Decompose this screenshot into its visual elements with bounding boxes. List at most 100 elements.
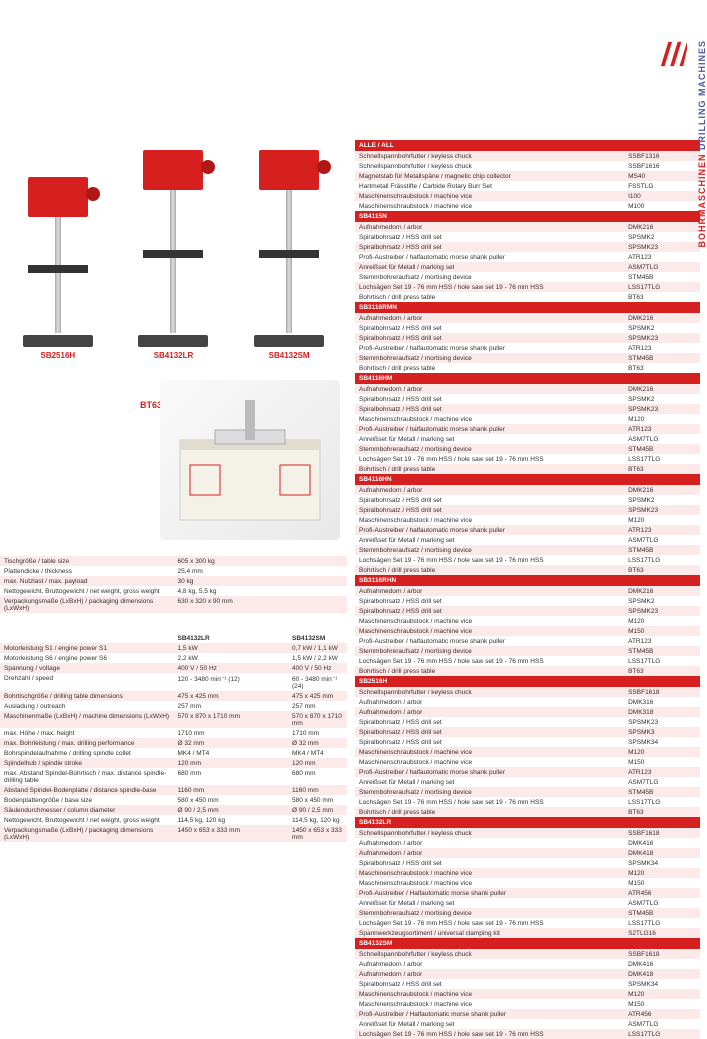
table-row: Aufnahmedorn / arborDMK316 — [355, 697, 700, 707]
section-header-cell: SB4115N — [355, 211, 700, 222]
table-cell: Lochsägen Set 19 - 76 mm HSS / hole saw … — [355, 797, 624, 807]
table-cell: M150 — [624, 626, 700, 636]
table-row: Anreißset für Metall / marking setASM7TL… — [355, 434, 700, 444]
table-row: Spiralbohrsatz / HSS drill setSPSMK34 — [355, 858, 700, 868]
table-cell: 0,7 kW / 1,1 kW — [288, 643, 347, 653]
table-cell: I100 — [624, 191, 700, 201]
table-cell: Bohrtisch / drill press table — [355, 292, 624, 302]
table-row: Verpackungsmaße (LxBxH) / packaging dime… — [0, 596, 347, 613]
section-header-row: SB3116RMN — [355, 302, 700, 313]
table-cell: 1450 x 653 x 333 mm — [174, 825, 289, 842]
table-cell: BT63 — [624, 666, 700, 676]
table-cell: Spiralbohrsatz / HSS drill set — [355, 232, 624, 242]
table-cell: Aufnahmedorn / arbor — [355, 707, 624, 717]
table-cell: 30 kg — [174, 576, 348, 586]
table-cell: Anreißset für Metall / marking set — [355, 777, 624, 787]
table-cell: STM45B — [624, 646, 700, 656]
table-cell: 2,2 kW — [174, 653, 289, 663]
table-row: Lochsägen Set 19 - 76 mm HSS / hole saw … — [355, 454, 700, 464]
table-cell: Abstand Spindel-Bodenplatte / distance s… — [0, 785, 174, 795]
table-cell: DMK318 — [624, 707, 700, 717]
table-cell: Anreißset für Metall / marking set — [355, 898, 624, 908]
table-cell: 120 mm — [174, 758, 289, 768]
table-cell: ATR456 — [624, 1009, 700, 1019]
table-cell: Maschinenschraubstock / machine vice — [355, 757, 624, 767]
table-cell: Plattendicke / thickness — [0, 566, 174, 576]
table-row: Bohrtisch / drill press tableBT63 — [355, 807, 700, 817]
table-row: Aufnahmedorn / arborDMK216 — [355, 586, 700, 596]
table-row: Spiralbohrsatz / HSS drill setSPSMK23 — [355, 404, 700, 414]
table-row: Plattendicke / thickness25,4 mm — [0, 566, 347, 576]
table-row: Spiralbohrsatz / HSS drill setSPSMK23 — [355, 505, 700, 515]
table-cell: 630 x 320 x 90 mm — [174, 596, 348, 613]
table-cell: 400 V / 50 Hz — [174, 663, 289, 673]
bt63-accessory-area: BT63 — [0, 370, 347, 550]
table-cell: max. Bohrleistung / max. drilling perfor… — [0, 738, 174, 748]
table-row: Abstand Spindel-Bodenplatte / distance s… — [0, 785, 347, 795]
table-cell: ASM7TLG — [624, 535, 700, 545]
table-cell: LSS17TLG — [624, 797, 700, 807]
table-cell: LSS17TLG — [624, 555, 700, 565]
table-cell: Spannung / voltage — [0, 663, 174, 673]
table-row: Lochsägen Set 19 - 76 mm HSS / hole saw … — [355, 797, 700, 807]
table-row: Aufnahmedorn / arborDMK416 — [355, 838, 700, 848]
table-row: Anreißset für Metall / marking setASM7TL… — [355, 535, 700, 545]
table-cell: Spiralbohrsatz / HSS drill set — [355, 505, 624, 515]
table-row: Maschinenschraubstock / machine viceM150 — [355, 878, 700, 888]
table-cell: DMK418 — [624, 969, 700, 979]
table-cell: MS40 — [624, 171, 700, 181]
table-cell: Anreißset für Metall / marking set — [355, 1019, 624, 1029]
section-header-row: SB4132LR — [355, 817, 700, 828]
table-row: Maschinenschraubstock / machine viceI100 — [355, 191, 700, 201]
comparison-table: SB4132LRSB4132SMMotorleistung S1 / engin… — [0, 633, 347, 842]
table-cell: STM45B — [624, 787, 700, 797]
section-header-cell: SB4116HN — [355, 474, 700, 485]
table-cell: DMK216 — [624, 313, 700, 323]
table-row: Spiralbohrsatz / HSS drill setSPSMK23 — [355, 333, 700, 343]
table-cell: M120 — [624, 616, 700, 626]
table-cell: Bodenplattengröße / base size — [0, 795, 174, 805]
brand-logo-icon — [659, 40, 687, 68]
table-row: Schnellspannbohrfutter / keyless chuckSS… — [355, 949, 700, 959]
table-cell: ASM7TLG — [624, 434, 700, 444]
table-cell: SPSMK23 — [624, 333, 700, 343]
table-row: Bohrtisch / drill press tableBT63 — [355, 292, 700, 302]
table-row: Stemmbohreraufsatz / mortising deviceSTM… — [355, 272, 700, 282]
section-header-row: SB3116RHN — [355, 575, 700, 586]
product-label: SB4132SM — [269, 351, 310, 360]
table-row: Schnellspannbohrfutter / keyless chuckSS… — [355, 161, 700, 171]
table-cell: LSS17TLG — [624, 918, 700, 928]
table-row: Lochsägen Set 19 - 76 mm HSS / hole saw … — [355, 918, 700, 928]
table-cell: SPSMK2 — [624, 596, 700, 606]
table-header-cell — [0, 633, 174, 643]
table-cell: LSS17TLG — [624, 1029, 700, 1039]
table-cell: Ø 32 mm — [288, 738, 347, 748]
table-row: Maschinenschraubstock / machine viceM150 — [355, 626, 700, 636]
table-cell: Bohrtisch / drill press table — [355, 565, 624, 575]
table-cell: Lochsägen Set 19 - 76 mm HSS / hole saw … — [355, 918, 624, 928]
table-cell: STM45B — [624, 444, 700, 454]
table-row: Bohrtisch / drill press tableBT63 — [355, 565, 700, 575]
section-header-row: SB4116HM — [355, 373, 700, 384]
table-cell: Spiralbohrsatz / HSS drill set — [355, 242, 624, 252]
table-cell: BT63 — [624, 565, 700, 575]
table-row: Stemmbohreraufsatz / mortising deviceSTM… — [355, 545, 700, 555]
table-cell: 60 - 3480 min⁻¹ (24) — [288, 673, 347, 691]
table-cell: Hartmetall Frässtifte / Carbide Rotary B… — [355, 181, 624, 191]
table-cell: 580 x 450 mm — [174, 795, 289, 805]
table-row: Maschinenschraubstock / machine viceM150 — [355, 757, 700, 767]
table-cell: DMK416 — [624, 959, 700, 969]
table-cell: Lochsägen Set 19 - 76 mm HSS / hole saw … — [355, 656, 624, 666]
table-cell: Anreißset für Metall / marking set — [355, 434, 624, 444]
table-cell: Ø 32 mm — [174, 738, 289, 748]
table-cell: Maschinenschraubstock / machine vice — [355, 868, 624, 878]
table-row: Profi-Austreiber / Halfautomatic morse s… — [355, 1009, 700, 1019]
table-cell: Motorleistung S6 / engine power S6 — [0, 653, 174, 663]
table-cell: Spiralbohrsatz / HSS drill set — [355, 979, 624, 989]
table-cell: SSBF1618 — [624, 949, 700, 959]
table-cell: Stemmbohreraufsatz / mortising device — [355, 908, 624, 918]
table-cell: SSBF1616 — [624, 161, 700, 171]
table-cell: DMK416 — [624, 838, 700, 848]
product-item: SB2516H — [13, 177, 103, 360]
table-row: Profi-Austreiber / halfautomatic morse s… — [355, 252, 700, 262]
